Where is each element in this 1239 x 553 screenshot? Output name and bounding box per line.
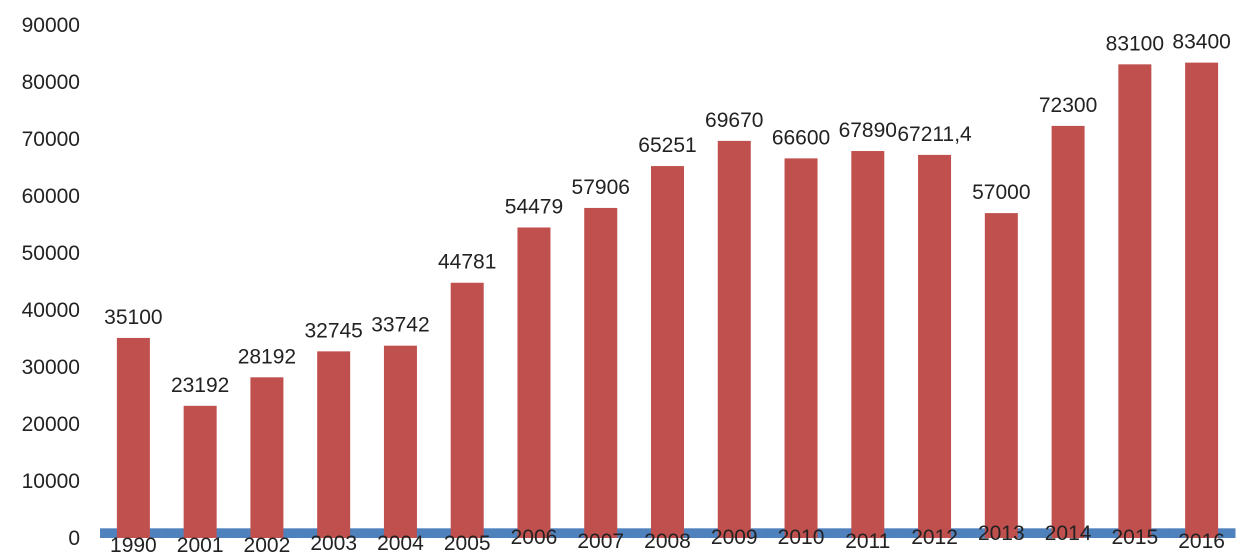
data-label-2011: 67890	[839, 119, 897, 142]
x-tick-label-2005: 2005	[444, 532, 491, 553]
y-axis: 0 10000 20000 30000 40000 50000 60000 70000 8000…	[22, 14, 80, 550]
y-tick-label-4: 40000	[22, 299, 80, 322]
bar-red-2013	[984, 213, 1018, 538]
x-tick-label-2006: 2006	[511, 526, 558, 549]
x-tick-label-1990: 1990	[110, 534, 157, 553]
y-tick-label-9: 90000	[22, 14, 80, 37]
bar-red-2001	[183, 405, 217, 538]
x-tick-label-2011: 2011	[845, 530, 890, 553]
data-label-2009: 69670	[705, 109, 763, 132]
x-tick-label-2012: 2012	[911, 526, 958, 549]
bar-red-2005	[450, 282, 484, 538]
data-label-2016: 83400	[1172, 31, 1230, 54]
data-label-2008: 65251	[638, 134, 696, 157]
y-tick-label-2: 20000	[22, 413, 80, 436]
bar-red-2011	[851, 151, 885, 539]
data-label-2001: 23192	[171, 374, 229, 397]
bar-red-2009	[717, 140, 751, 539]
x-tick-label-2010: 2010	[778, 526, 825, 549]
y-tick-label-6: 60000	[22, 185, 80, 208]
y-tick-label-8: 80000	[22, 71, 80, 94]
y-tick-label-1: 10000	[22, 470, 80, 493]
data-label-2014: 72300	[1039, 94, 1097, 117]
x-tick-label-2002: 2002	[244, 534, 291, 553]
bar-red-2010	[784, 158, 818, 538]
bar-red-2016	[1185, 62, 1219, 539]
bar-red-2008	[651, 166, 684, 538]
y-tick-label-5: 50000	[22, 242, 80, 265]
data-label-2003: 32745	[304, 319, 362, 342]
bar-red-2004	[383, 345, 417, 538]
x-axis: 1990 2001 2002 2003 2004 2005 2006 2007 2008 2009…	[110, 522, 1225, 553]
data-label-2013: 57000	[972, 181, 1030, 204]
bar-red-2006	[517, 227, 551, 538]
data-label-2015: 83100	[1106, 32, 1164, 55]
x-tick-label-2003: 2003	[310, 532, 357, 553]
y-tick-label-0: 0	[68, 527, 80, 550]
x-tick-label-2016: 2016	[1178, 530, 1225, 553]
data-labels: 35100 23192 28192 32745 33742 44781 54479 57906…	[104, 31, 1231, 397]
x-tick-label-2013: 2013	[978, 522, 1025, 545]
bar-red-2014	[1051, 125, 1085, 538]
x-tick-label-2008: 2008	[644, 530, 691, 553]
y-tick-label-7: 70000	[22, 128, 80, 151]
data-label-2010: 66600	[772, 126, 830, 149]
bar-red-2015	[1118, 64, 1152, 538]
x-tick-label-2015: 2015	[1111, 526, 1158, 549]
bar-red-1990	[116, 337, 150, 538]
data-label-2004: 33742	[371, 314, 429, 337]
bar-red-2012	[918, 154, 952, 538]
bar-red-2002	[250, 377, 284, 538]
x-tick-label-2001: 2001	[177, 534, 224, 553]
data-label-1990: 35100	[104, 306, 162, 329]
bar-red-2007	[584, 207, 618, 539]
x-tick-label-2014: 2014	[1045, 522, 1092, 545]
series-red	[116, 62, 1219, 539]
data-label-2007: 57906	[572, 176, 630, 199]
y-tick-label-3: 30000	[22, 356, 80, 379]
data-label-2005: 44781	[438, 251, 496, 274]
bar-red-2003	[317, 351, 351, 538]
data-label-2012: 67211,4	[897, 123, 972, 146]
x-tick-label-2007: 2007	[577, 530, 624, 553]
x-tick-label-2009: 2009	[711, 526, 758, 549]
x-tick-label-2004: 2004	[377, 532, 424, 553]
data-label-2006: 54479	[505, 195, 563, 218]
data-label-2002: 28192	[238, 345, 296, 368]
